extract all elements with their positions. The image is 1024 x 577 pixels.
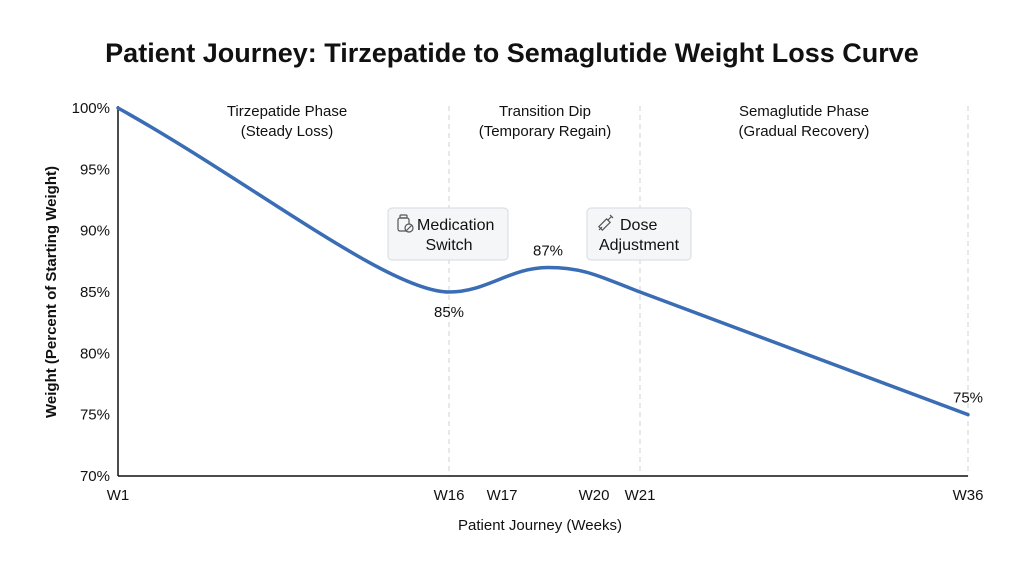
x-tick-label: W1	[107, 487, 130, 504]
callout-2-line2: Adjustment	[599, 237, 680, 254]
callout-medication-switch: Medication Switch	[388, 208, 508, 260]
series-line	[118, 108, 968, 415]
y-tick-label: 70%	[80, 468, 110, 485]
data-label: 85%	[434, 304, 464, 321]
x-axis-label: Patient Journey (Weeks)	[458, 517, 622, 534]
phase-label-1-line1: Tirzepatide Phase	[227, 103, 347, 120]
y-tick-label: 95%	[80, 161, 110, 178]
x-tick-label: W20	[579, 487, 610, 504]
y-tick-label: 90%	[80, 223, 110, 240]
phase-label-2-line1: Transition Dip	[499, 103, 591, 120]
phase-label-3-line1: Semaglutide Phase	[739, 103, 869, 120]
y-tick-label: 85%	[80, 284, 110, 301]
callout-1-line2: Switch	[425, 237, 472, 254]
phase-label-1-line2: (Steady Loss)	[241, 123, 334, 140]
phase-label-2-line2: (Temporary Regain)	[479, 123, 612, 140]
y-tick-label: 75%	[80, 407, 110, 424]
y-tick-label: 100%	[72, 100, 110, 117]
x-tick-label: W21	[625, 487, 656, 504]
y-axis-label: Weight (Percent of Starting Weight)	[43, 166, 60, 418]
data-label: 87%	[533, 242, 563, 259]
data-label: 75%	[953, 390, 983, 407]
phase-label-3-line2: (Gradual Recovery)	[739, 123, 870, 140]
chart-title: Patient Journey: Tirzepatide to Semaglut…	[105, 38, 919, 68]
y-tick-label: 80%	[80, 345, 110, 362]
callout-dose-adjustment: Dose Adjustment	[587, 208, 691, 260]
callout-1-line1: Medication	[417, 217, 494, 234]
x-tick-label: W36	[953, 487, 984, 504]
x-tick-label: W16	[434, 487, 465, 504]
x-tick-label: W17	[487, 487, 518, 504]
callout-2-line1: Dose	[620, 217, 657, 234]
